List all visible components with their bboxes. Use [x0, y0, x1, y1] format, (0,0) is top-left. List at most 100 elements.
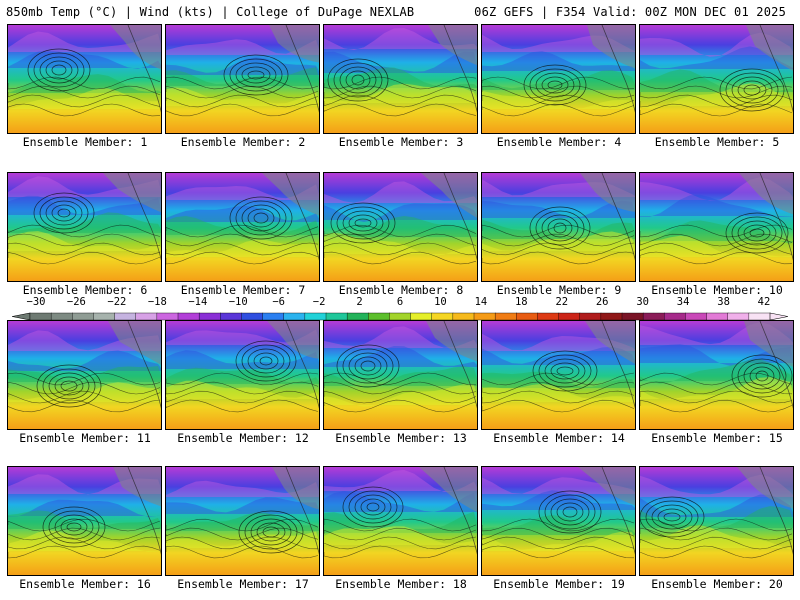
colorbar-segment	[579, 312, 602, 321]
colorbar-tick-label: 2	[356, 296, 363, 308]
ensemble-member-label: Ensemble Member: 8	[338, 283, 464, 297]
temperature-map	[166, 467, 319, 575]
colorbar-tick-label: 30	[636, 296, 650, 308]
colorbar-segment	[283, 312, 306, 321]
ensemble-map-panel	[639, 24, 794, 134]
run-valid-time: 06Z GEFS | F354 Valid: 00Z MON DEC 01 20…	[474, 5, 786, 19]
ensemble-member-label: Ensemble Member: 6	[22, 283, 148, 297]
colorbar-segment	[389, 312, 412, 321]
colorbar-segment	[600, 312, 623, 321]
ensemble-map-panel	[481, 320, 636, 430]
colorbar-segment	[93, 312, 116, 321]
ensemble-map-panel	[165, 466, 320, 576]
colorbar-tick-label: 6	[396, 296, 404, 308]
ensemble-map-panel	[165, 24, 320, 134]
colorbar-segment	[368, 312, 391, 321]
ensemble-map-panel	[639, 172, 794, 282]
temperature-map	[324, 173, 477, 281]
temperature-map	[640, 25, 793, 133]
ensemble-map-panel	[165, 172, 320, 282]
ensemble-map-panel	[323, 466, 478, 576]
colorbar-segment	[431, 312, 454, 321]
ensemble-map-panel	[165, 320, 320, 430]
colorbar-tick-label: 14	[474, 296, 488, 308]
ensemble-member-label: Ensemble Member: 12	[177, 431, 309, 445]
ensemble-member-label: Ensemble Member: 7	[180, 283, 306, 297]
ensemble-member-label: Ensemble Member: 2	[180, 135, 306, 149]
temperature-map	[640, 321, 793, 429]
colorbar-segment	[72, 312, 95, 321]
colorbar-segment	[494, 312, 517, 321]
ensemble-member-label: Ensemble Member: 14	[493, 431, 625, 445]
colorbar-segment	[177, 312, 200, 321]
temperature-map	[8, 173, 161, 281]
ensemble-map-panel	[323, 320, 478, 430]
ensemble-member-label: Ensemble Member: 17	[177, 577, 309, 591]
ensemble-map-panel	[323, 24, 478, 134]
temperature-map	[482, 467, 635, 575]
colorbar-tick-label: 38	[717, 296, 730, 308]
colorbar-segment	[642, 312, 665, 321]
colorbar-segment	[748, 312, 771, 321]
colorbar-tick-label: −22	[107, 296, 127, 308]
colorbar-segment	[262, 312, 285, 321]
ensemble-member-label: Ensemble Member: 20	[651, 577, 783, 591]
temperature-map	[482, 173, 635, 281]
colorbar-segment	[685, 312, 708, 321]
ensemble-map-panel	[323, 172, 478, 282]
temperature-map	[324, 321, 477, 429]
colorbar-tick-label: −26	[66, 296, 86, 308]
colorbar-tick-label: −6	[272, 296, 286, 308]
colorbar-segment	[664, 312, 687, 321]
colorbar-segment	[325, 312, 348, 321]
colorbar-tick-label: −18	[147, 296, 167, 308]
ensemble-member-label: Ensemble Member: 9	[496, 283, 622, 297]
colorbar-segment	[558, 312, 581, 321]
product-title: 850mb Temp (°C) | Wind (kts) | College o…	[6, 5, 415, 19]
temperature-map	[324, 467, 477, 575]
colorbar-segment	[706, 312, 729, 321]
temperature-map	[640, 173, 793, 281]
ensemble-member-label: Ensemble Member: 3	[338, 135, 464, 149]
ensemble-map-panel	[7, 24, 162, 134]
colorbar-segment	[198, 312, 221, 321]
ensemble-map-panel	[639, 320, 794, 430]
colorbar-tick-label: −30	[26, 296, 46, 308]
ensemble-member-label: Ensemble Member: 16	[19, 577, 151, 591]
colorbar-segment	[29, 312, 52, 321]
ensemble-member-label: Ensemble Member: 11	[19, 431, 151, 445]
colorbar-tick-label: 42	[757, 296, 771, 308]
temperature-map	[482, 321, 635, 429]
colorbar-tick-label: −2	[312, 296, 326, 308]
ensemble-map-panel	[481, 24, 636, 134]
colorbar-segment	[304, 312, 327, 321]
ensemble-map-panel	[7, 172, 162, 282]
colorbar-tick-label: 34	[676, 296, 690, 308]
colorbar-tick-label: 18	[514, 296, 528, 308]
colorbar-segment	[410, 312, 433, 321]
ensemble-member-label: Ensemble Member: 5	[654, 135, 780, 149]
colorbar-segment	[241, 312, 264, 321]
ensemble-map-panel	[7, 320, 162, 430]
colorbar-segment	[452, 312, 475, 321]
temperature-map	[8, 321, 161, 429]
temperature-map	[8, 25, 161, 133]
temperature-colorbar	[12, 312, 788, 321]
temperature-map	[166, 25, 319, 133]
temperature-map	[8, 467, 161, 575]
colorbar-segment	[346, 312, 369, 321]
colorbar-segment	[537, 312, 560, 321]
colorbar-segment	[621, 312, 644, 321]
colorbar-segment	[50, 312, 73, 321]
colorbar-segment	[473, 312, 496, 321]
ensemble-member-label: Ensemble Member: 4	[496, 135, 622, 149]
colorbar-segment	[220, 312, 243, 321]
temperature-map	[166, 321, 319, 429]
colorbar-tick-label: −10	[228, 296, 248, 308]
temperature-map	[640, 467, 793, 575]
ensemble-map-panel	[7, 466, 162, 576]
colorbar-tick-label: 10	[434, 296, 447, 308]
ensemble-member-label: Ensemble Member: 13	[335, 431, 467, 445]
colorbar-segment	[135, 312, 158, 321]
temperature-map	[166, 173, 319, 281]
